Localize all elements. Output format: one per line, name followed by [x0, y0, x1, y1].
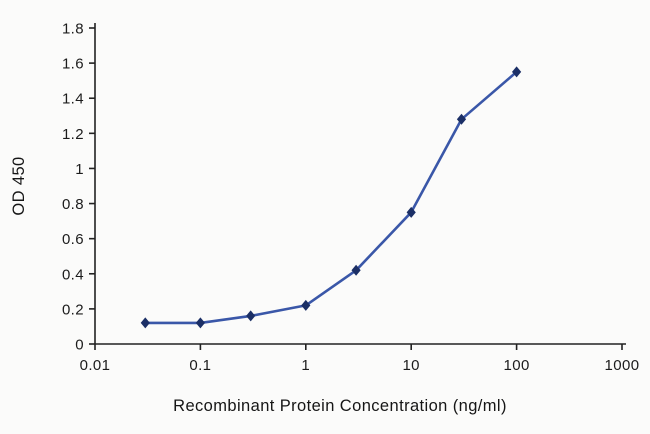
series-line [144, 70, 518, 325]
data-point-marker [140, 317, 150, 329]
data-point-marker [351, 264, 361, 276]
data-point-marker [512, 66, 522, 78]
data-point-marker [246, 310, 256, 322]
y-tick-label: 0.8 [62, 196, 84, 213]
y-tick-label: 1.8 [62, 21, 84, 38]
data-point-marker [406, 206, 416, 218]
y-tick-label: 1.4 [62, 91, 84, 108]
x-tick-label: 0.01 [80, 357, 111, 374]
y-tick-label: 0.2 [62, 301, 84, 318]
data-point-marker [301, 299, 311, 311]
x-tick-label: 0.1 [189, 357, 211, 374]
y-tick-label: 1.2 [62, 126, 84, 143]
x-tick-label: 1 [301, 357, 310, 374]
plot-layers: 0 0.2 0.4 0.6 0.8 1 1.2 1.4 1.6 1.8 0.01 0.1 1 10 100 1… [62, 21, 640, 375]
y-tick-label: 0 [75, 337, 84, 354]
y-axis-title: OD 450 [10, 156, 28, 215]
data-point-marker [456, 113, 467, 125]
y-tick-label: 1.6 [62, 56, 84, 73]
x-tick-label: 100 [503, 357, 529, 374]
y-tick-label: 0.4 [62, 266, 84, 283]
y-tick-label: 0.6 [62, 231, 84, 248]
x-axis-title: Recombinant Protein Concentration (ng/ml… [173, 397, 507, 415]
x-tick-label: 10 [402, 357, 420, 374]
x-tick-label: 1000 [605, 357, 640, 374]
data-point-marker [195, 317, 205, 329]
y-tick-label: 1 [75, 161, 84, 178]
